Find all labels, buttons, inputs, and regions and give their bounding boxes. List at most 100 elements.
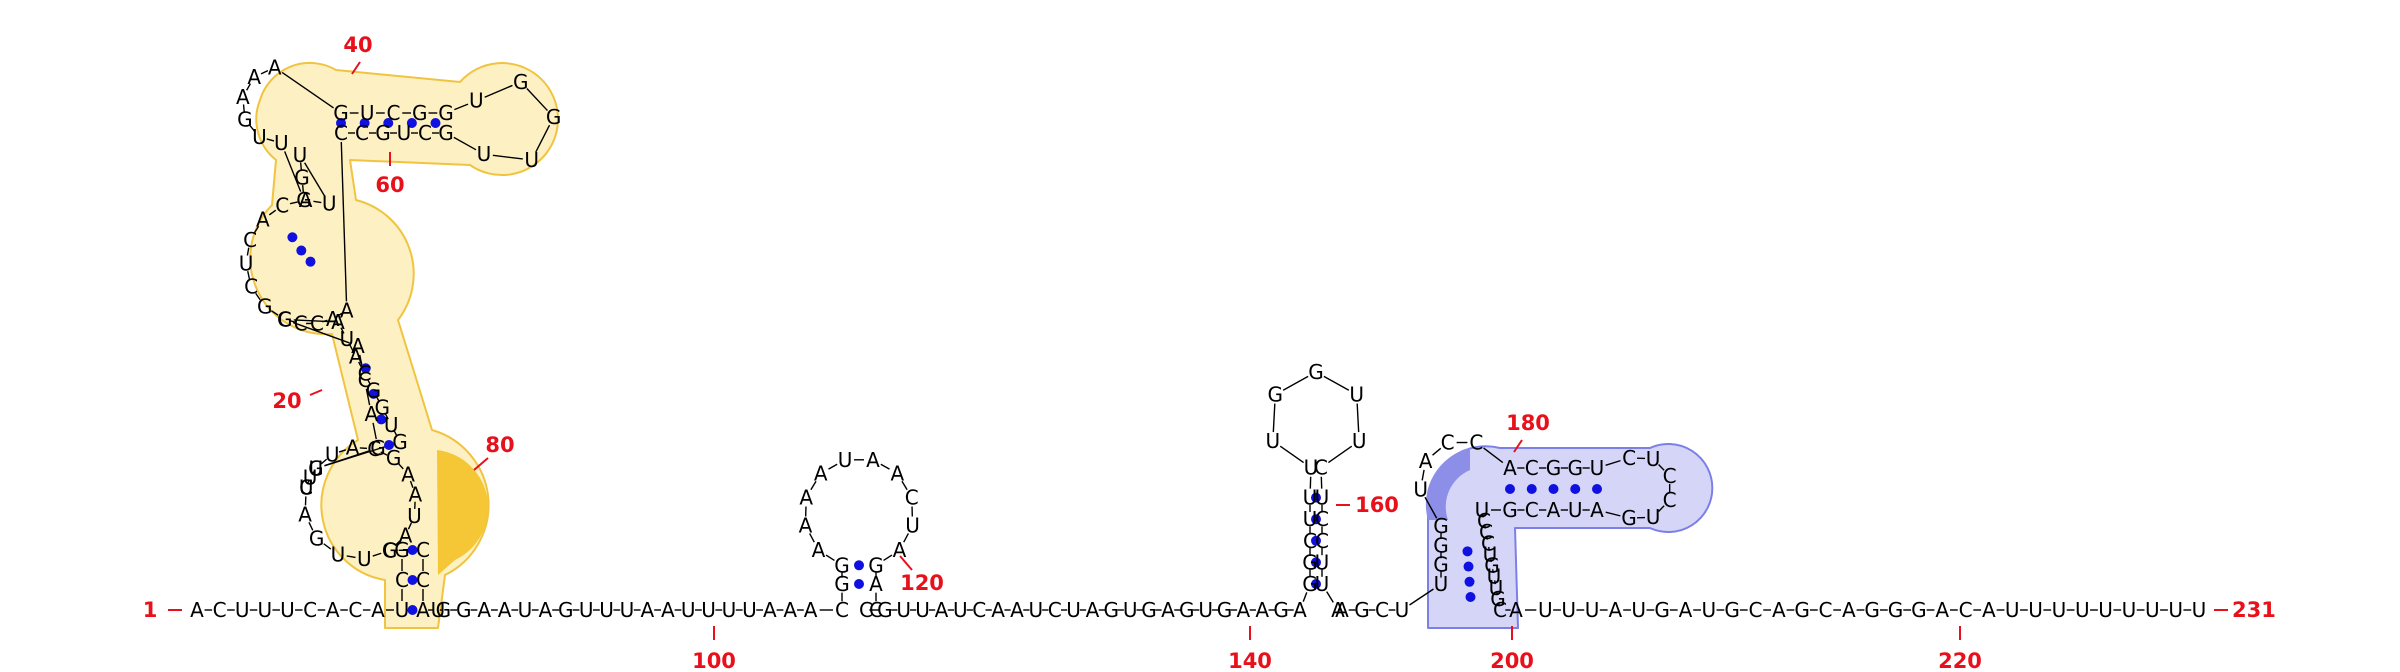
nucleotide: U [357,547,372,571]
nucleotide: G [294,166,310,190]
nucleotide: G [1302,550,1318,574]
position-label-200: 200 [1490,649,1534,672]
nucleotide: G [438,101,454,125]
nucleotide: A [364,402,378,426]
nucleotide: C [1525,456,1539,480]
base-pair-dot [407,575,418,585]
start-label: 1 [143,598,158,622]
nucleotide: G [1302,572,1318,596]
base-pair-dot [1311,557,1321,568]
nucleotide: U [431,598,446,622]
nucleotide: U [2098,598,2113,622]
nucleotide: A [1982,598,1996,622]
nucleotide: C [1525,498,1539,522]
nucleotide: G [1273,598,1289,622]
nucleotide: U [293,143,308,167]
base-pair-dot [336,118,346,128]
nucleotide: G [1433,533,1449,557]
nucleotide: G [546,105,562,129]
nucleotide: U [2145,598,2160,622]
nucleotide: U [2052,598,2067,622]
nucleotide: G [1654,598,1670,622]
nucleotide: C [310,311,324,335]
base-pair-dot [383,118,394,128]
nucleotide: A [351,334,365,358]
nucleotide: G [296,188,312,212]
nucleotide: U [477,142,492,166]
nucleotide: U [915,598,930,622]
nucleotide: G [375,121,391,145]
nucleotide: C [358,361,372,385]
nucleotide: A [247,65,261,89]
highlight-accent-1 [437,450,489,575]
base-pair-dot [1463,561,1474,572]
position-label-100: 100 [692,649,736,672]
base-pair-dot [1311,514,1321,525]
nucleotide: U [2192,598,2207,622]
nucleotide: C [244,275,258,299]
nucleotide: C [859,598,873,622]
nucleotide: A [1590,498,1604,522]
nucleotide: A [641,598,655,622]
nucleotide: U [252,125,267,149]
nucleotide: U [309,457,324,481]
nucleotide: G [1621,506,1637,530]
nucleotide: C [1663,464,1677,488]
nucleotide: A [869,572,883,596]
nucleotide: U [518,598,533,622]
nucleotide: C [972,598,986,622]
nucleotide: A [190,598,204,622]
nucleotide: G [309,526,325,550]
position-labels: 1 231 20 40 60 80 100 120 140 160 180 200 220 [143,33,2276,672]
nucleotide: G [1568,456,1584,480]
nucleotide: U [1646,447,1661,471]
nucleotide: U [258,598,273,622]
nucleotide: G [1217,598,1233,622]
nucleotide: C [358,368,372,392]
nucleotide: G [1490,587,1506,611]
nucleotide: G [877,598,893,622]
nucleotide: U [1590,456,1605,480]
position-label-20: 20 [272,389,301,413]
base-pairs [287,118,1602,615]
nucleotide: U [360,101,375,125]
nucleotide: C [383,538,397,562]
nucleotide: A [1255,598,1269,622]
nucleotide: A [1842,598,1856,622]
nucleotide: G [370,436,386,460]
nucleotide: U [469,89,484,113]
nucleotide: G [1433,553,1449,577]
nucleotide: U [1434,572,1449,596]
nucleotide: G [1104,598,1120,622]
nucleotide: U [1349,383,1364,407]
nucleotide: G [1308,360,1324,384]
nucleotide: U [1123,598,1138,622]
nucleotide: A [498,598,512,622]
nucleotide: C [367,437,381,461]
base-pair-dot [376,414,387,425]
position-label-180: 180 [1506,411,1550,435]
nucleotide: A [236,85,250,109]
nucleotide: U [701,598,716,622]
nucleotide: U [1701,598,1716,622]
base-pair-dot [1464,576,1475,587]
nucleotide: C [275,194,289,218]
nucleotide: U [235,598,250,622]
nucleotide: U [2122,598,2137,622]
nucleotide: U [325,442,340,466]
highlight-regions [249,61,1714,629]
end-label: 231 [2232,598,2276,622]
nucleotide: G [456,598,472,622]
base-pair-dot [407,545,418,555]
nucleotide: G [834,572,850,596]
nucleotide: U [742,598,757,622]
nucleotide: G [366,379,382,403]
nucleotide: U [1303,507,1318,531]
nucleotide: C [416,568,430,592]
base-pair-dot [1465,592,1476,602]
nucleotide: C [1622,446,1636,470]
nucleotide: C [1469,431,1483,455]
base-pair-dot [296,245,307,256]
nucleotide: A [1503,456,1517,480]
